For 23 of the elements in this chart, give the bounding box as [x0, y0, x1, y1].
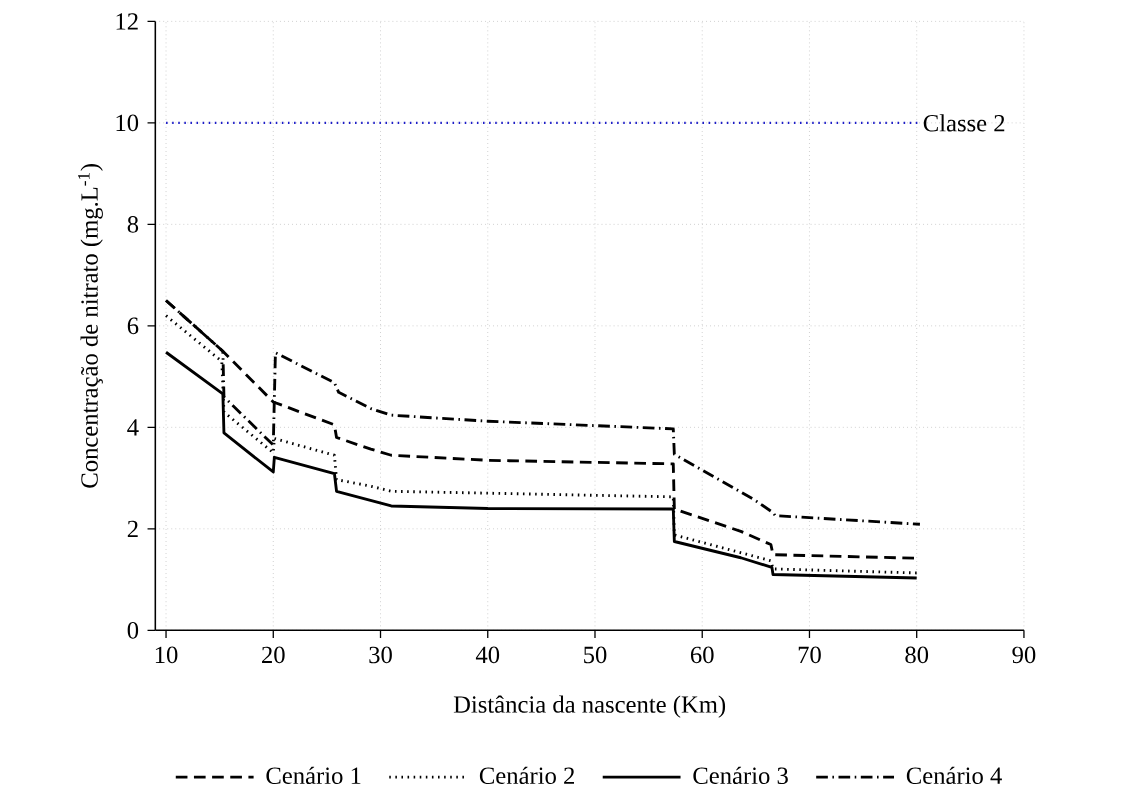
x-tick-label: 20: [262, 646, 285, 664]
x-tick-label: 70: [798, 646, 821, 664]
legend-label: Cenário 4: [906, 766, 1002, 785]
x-tick-label: 10: [155, 646, 178, 664]
y-tick-label: 2: [127, 520, 138, 538]
y-tick-label: 8: [127, 216, 139, 233]
y-tick-label: 12: [116, 13, 138, 30]
legend-label: Cenário 1: [266, 766, 361, 785]
x-tick-label: 80: [905, 646, 929, 664]
y-tick-label: 6: [127, 317, 139, 335]
x-axis-title: Distância da nascente (Km): [453, 695, 726, 719]
legend-label: Cenário 3: [693, 766, 788, 785]
y-tick-label: 0: [127, 622, 139, 639]
y-tick-label: 10: [116, 114, 139, 132]
y-axis-title: Concentração de nitrato (mg.L$^{-1}$): [78, 164, 103, 488]
x-tick-label: 30: [369, 646, 392, 664]
ref-line-label: Classe 2: [923, 114, 1005, 132]
y-tick-label: 4: [127, 419, 139, 436]
x-tick-label: 60: [690, 646, 714, 664]
x-tick-label: 90: [1012, 646, 1036, 664]
x-tick-label: 40: [475, 646, 500, 664]
x-tick-label: 50: [584, 646, 607, 664]
legend-label: Cenário 2: [479, 766, 575, 785]
